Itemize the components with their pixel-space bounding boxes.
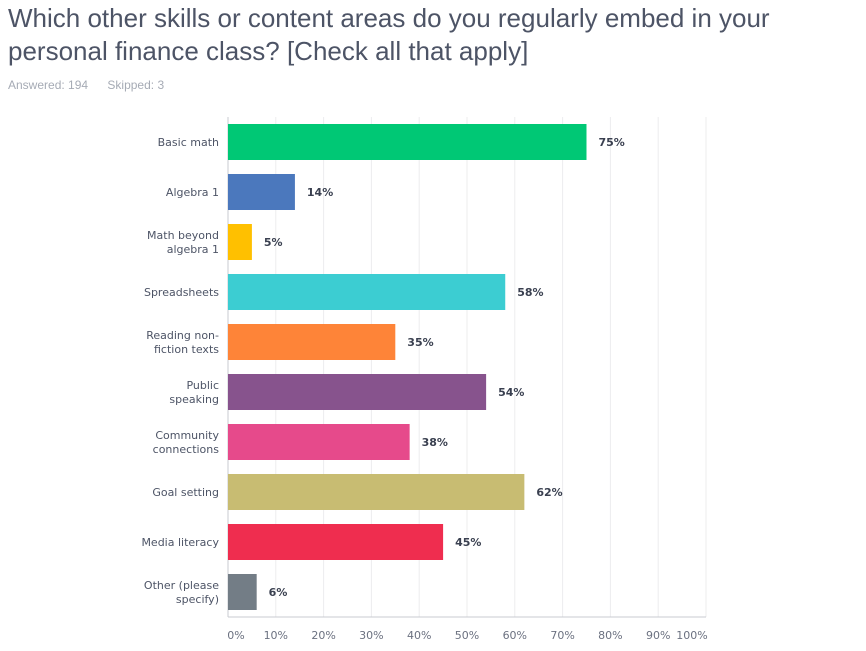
- value-label: 54%: [498, 386, 524, 399]
- x-tick-label: 90%: [646, 629, 670, 642]
- value-label: 14%: [307, 186, 333, 199]
- x-tick-label: 10%: [264, 629, 288, 642]
- bar: [228, 474, 525, 510]
- value-label: 38%: [422, 436, 448, 449]
- skipped-count: Skipped: 3: [107, 78, 165, 92]
- category-label: Media literacy: [141, 536, 219, 549]
- x-tick-label: 60%: [503, 629, 527, 642]
- category-label: Goal setting: [152, 486, 219, 499]
- x-tick-label: 0%: [227, 629, 244, 642]
- value-label: 35%: [407, 336, 433, 349]
- x-tick-label: 30%: [359, 629, 383, 642]
- x-tick-label: 100%: [676, 629, 707, 642]
- x-tick-label: 40%: [407, 629, 431, 642]
- bar: [228, 274, 506, 310]
- value-label: 6%: [269, 586, 288, 599]
- value-label: 58%: [517, 286, 543, 299]
- category-label: Community connections: [153, 429, 220, 456]
- answered-count: Answered: 194: [8, 78, 89, 92]
- x-tick-label: 20%: [311, 629, 335, 642]
- category-label: Math beyond algebra 1: [147, 229, 219, 256]
- bar: [228, 374, 487, 410]
- bar: [228, 224, 252, 260]
- category-label: Spreadsheets: [144, 286, 219, 299]
- x-tick-label: 50%: [455, 629, 479, 642]
- bar: [228, 574, 257, 610]
- question-title: Which other skills or content areas do y…: [8, 3, 770, 66]
- category-label: Basic math: [158, 136, 219, 149]
- bar: [228, 124, 587, 160]
- value-label: 75%: [599, 136, 625, 149]
- bar: [228, 424, 410, 460]
- x-tick-label: 70%: [550, 629, 574, 642]
- bar: [228, 524, 444, 560]
- category-label: Reading non-fiction texts: [146, 329, 219, 356]
- bar: [228, 174, 295, 210]
- category-label: Algebra 1: [166, 186, 219, 199]
- response-stats: Answered: 194 Skipped: 3: [8, 78, 164, 92]
- x-tick-label: 80%: [598, 629, 622, 642]
- category-label: Other (please specify): [144, 579, 219, 606]
- value-label: 5%: [264, 236, 283, 249]
- value-label: 62%: [536, 486, 562, 499]
- bar: [228, 324, 396, 360]
- category-label: Public speaking: [169, 379, 219, 406]
- value-label: 45%: [455, 536, 481, 549]
